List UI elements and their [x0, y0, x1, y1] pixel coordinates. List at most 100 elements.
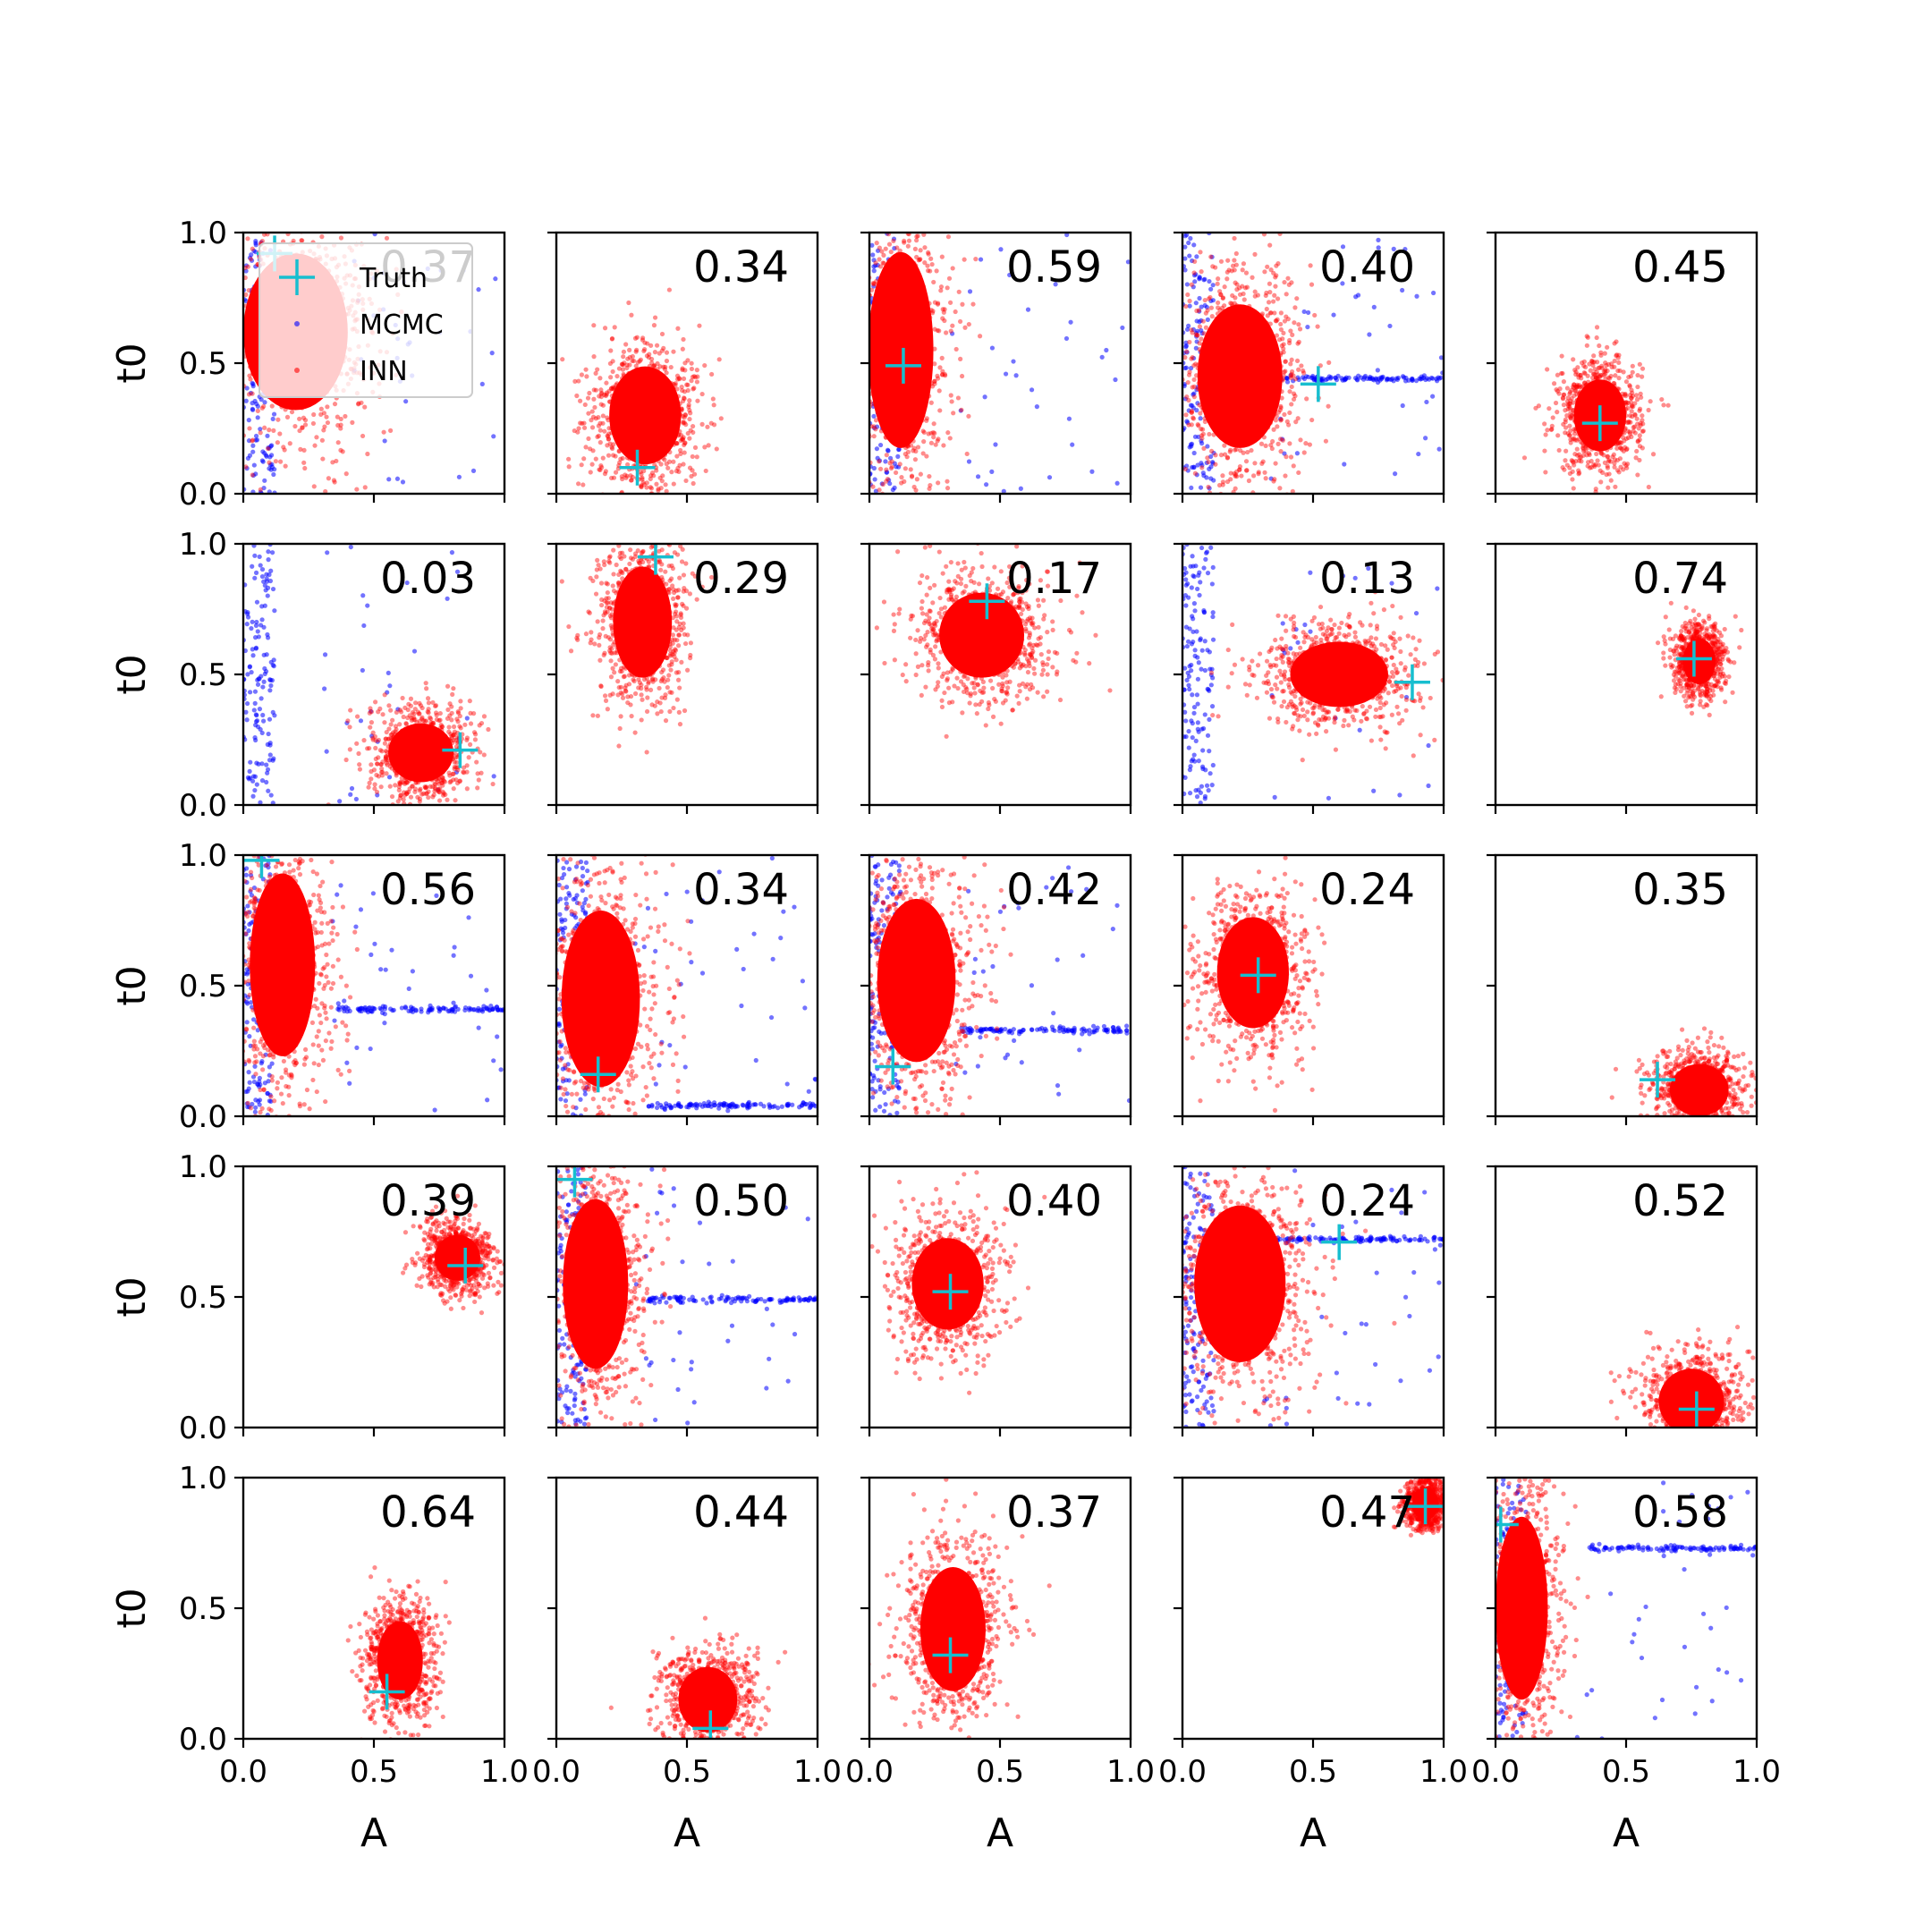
inn-point: [1303, 441, 1309, 446]
inn-point: [620, 361, 625, 367]
mcmc-point: [270, 758, 275, 763]
mcmc-point: [259, 458, 265, 463]
inn-point: [1555, 410, 1560, 415]
inn-point: [1271, 270, 1276, 275]
inn-point: [1621, 369, 1626, 375]
inn-point: [854, 284, 859, 288]
inn-point: [915, 219, 919, 224]
inn-point: [858, 343, 862, 348]
inn-point: [1207, 296, 1212, 301]
inn-point: [1630, 363, 1635, 369]
mcmc-point: [874, 446, 880, 452]
inn-point: [1634, 448, 1640, 454]
inn-point: [1186, 422, 1191, 428]
inn-point: [1278, 449, 1284, 454]
inn-point: [598, 462, 604, 469]
inn-point: [1290, 488, 1295, 494]
inn-point: [682, 396, 687, 402]
inn-point: [1224, 455, 1230, 461]
inn-point: [1195, 421, 1200, 428]
inn-point: [848, 429, 852, 434]
inn-point: [343, 413, 348, 419]
inn-point: [618, 456, 623, 462]
inn-point: [1238, 448, 1243, 453]
inn-point: [644, 353, 650, 359]
inn-point: [609, 386, 614, 391]
mcmc-point: [250, 778, 256, 784]
inn-point: [1564, 399, 1571, 404]
inn-point: [862, 355, 867, 360]
inn-point: [687, 465, 693, 470]
inn-point: [1225, 258, 1231, 263]
mcmc-point: [267, 688, 273, 693]
inn-point: [1233, 446, 1239, 453]
mcmc-point: [250, 406, 255, 411]
inn-point: [1583, 448, 1589, 454]
mcmc-point: [266, 731, 271, 737]
inn-point: [1241, 261, 1247, 267]
inn-point: [864, 480, 869, 485]
inn-point: [261, 403, 267, 409]
mcmc-point: [1066, 416, 1072, 421]
inn-point: [1594, 360, 1600, 365]
inn-point: [1271, 479, 1276, 484]
inn-point: [844, 475, 849, 479]
inn-point: [1258, 498, 1262, 503]
inn-point: [1572, 452, 1578, 457]
inn-point: [1218, 258, 1224, 264]
truth-marker: [1300, 366, 1336, 402]
inn-point: [715, 500, 719, 504]
inn-point: [313, 209, 318, 214]
panel-5: 0.45: [1487, 231, 1758, 503]
inn-point: [291, 238, 296, 244]
inn-point: [611, 442, 616, 447]
inn-point: [932, 326, 937, 332]
inn-point: [213, 300, 217, 304]
inn-point: [262, 425, 267, 430]
inn-point: [681, 419, 686, 425]
inn-point: [691, 386, 696, 392]
inn-point: [1292, 394, 1298, 399]
inn-point: [1222, 452, 1228, 457]
mcmc-point: [262, 478, 267, 483]
inn-point: [1640, 428, 1646, 434]
inn-point: [228, 372, 233, 377]
mcmc-point: [1342, 462, 1347, 467]
mcmc-point: [250, 381, 256, 387]
inn-point: [250, 438, 255, 444]
mcmc-point: [877, 458, 883, 463]
inn-point: [1144, 420, 1148, 425]
inn-point: [1243, 270, 1250, 275]
inn-point: [1623, 391, 1628, 397]
inn-point: [1612, 358, 1617, 364]
inn-point: [652, 362, 657, 369]
mcmc-point: [272, 608, 277, 614]
inn-point: [914, 238, 919, 243]
inn-point: [338, 447, 343, 453]
inn-point: [631, 358, 637, 364]
inn-point: [226, 407, 231, 411]
inn-point: [1275, 317, 1280, 322]
inn-point: [674, 440, 680, 446]
mcmc-point: [261, 624, 267, 630]
inn-point: [1629, 409, 1634, 414]
inn-point: [1606, 485, 1611, 490]
inn-point: [1566, 433, 1572, 438]
inn-point: [1617, 439, 1623, 445]
inn-point: [1249, 504, 1253, 508]
mcmc-point: [254, 760, 259, 766]
inn-point: [1626, 375, 1631, 380]
inn-point: [694, 454, 699, 460]
inn-point: [1264, 290, 1269, 296]
inn-point: [1164, 375, 1168, 379]
mcmc-point: [249, 625, 254, 631]
inn-point: [1209, 314, 1215, 319]
inn-point: [610, 386, 616, 392]
inn-point: [1521, 455, 1528, 461]
inn-point: [1278, 403, 1284, 409]
inn-point: [1177, 369, 1182, 374]
inn-point: [1591, 371, 1597, 377]
inn-point: [960, 301, 965, 307]
inn-point: [1573, 459, 1579, 464]
inn-point: [1568, 401, 1573, 406]
